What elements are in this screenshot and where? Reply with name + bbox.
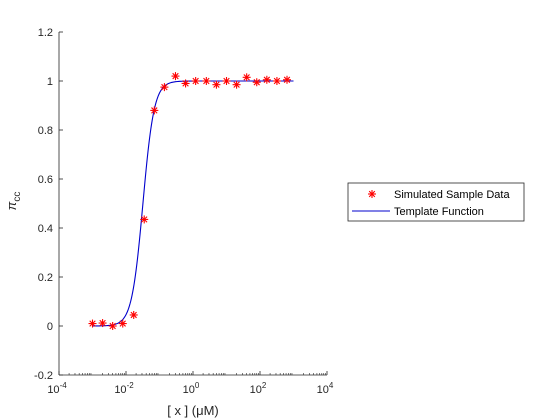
data-point: [222, 77, 231, 85]
legend-box: [347, 182, 525, 222]
data-point: [150, 106, 159, 115]
data-point: [118, 319, 127, 328]
x-axis-label: [ x ] (μM): [167, 403, 219, 418]
data-point: [232, 80, 241, 89]
legend: Simulated Sample Data Template Function: [347, 182, 525, 222]
x-tick-label: 102: [250, 381, 267, 396]
x-axis-ticks: 10-4 10-2 100 102 104: [47, 371, 334, 396]
y-axis-label: πcc: [4, 192, 23, 211]
data-point: [160, 83, 169, 92]
data-point: [140, 215, 149, 224]
data-point: [242, 73, 251, 82]
y-tick-label: 0.2: [38, 272, 53, 284]
series-template-function-line: [92, 80, 294, 327]
data-point: [191, 77, 200, 85]
y-tick-label: 0.6: [38, 174, 53, 186]
y-tick-label: 1: [47, 76, 53, 88]
data-point: [129, 310, 138, 319]
x-tick-label: 104: [317, 381, 334, 396]
y-axis-ticks: -0.2 0 0.2 0.4 0.6 0.8 1 1.2: [34, 27, 63, 382]
data-point: [88, 319, 97, 328]
data-point: [98, 319, 107, 328]
data-point: [283, 75, 292, 84]
y-tick-label: 0.8: [38, 125, 53, 137]
data-point: [252, 78, 261, 87]
y-tick-label: 0: [47, 321, 53, 333]
x-tick-label: 10-4: [47, 381, 67, 396]
plot-area: [58, 32, 327, 376]
data-point: [262, 75, 271, 84]
data-point: [181, 79, 190, 88]
legend-label: Simulated Sample Data: [394, 189, 510, 201]
data-point: [212, 80, 221, 89]
y-tick-label: 1.2: [38, 27, 53, 39]
data-point: [202, 77, 211, 85]
x-tick-label: 100: [183, 381, 200, 396]
data-point: [272, 77, 281, 85]
y-tick-label: -0.2: [34, 370, 53, 382]
data-point: [171, 72, 180, 81]
legend-entry-template-function: Template Function: [352, 206, 484, 218]
data-point: [108, 322, 117, 330]
x-tick-label: 10-2: [114, 381, 134, 396]
legend-entry-sample-data: Simulated Sample Data: [368, 189, 510, 201]
legend-label: Template Function: [394, 206, 484, 218]
y-tick-label: 0.4: [38, 223, 53, 235]
